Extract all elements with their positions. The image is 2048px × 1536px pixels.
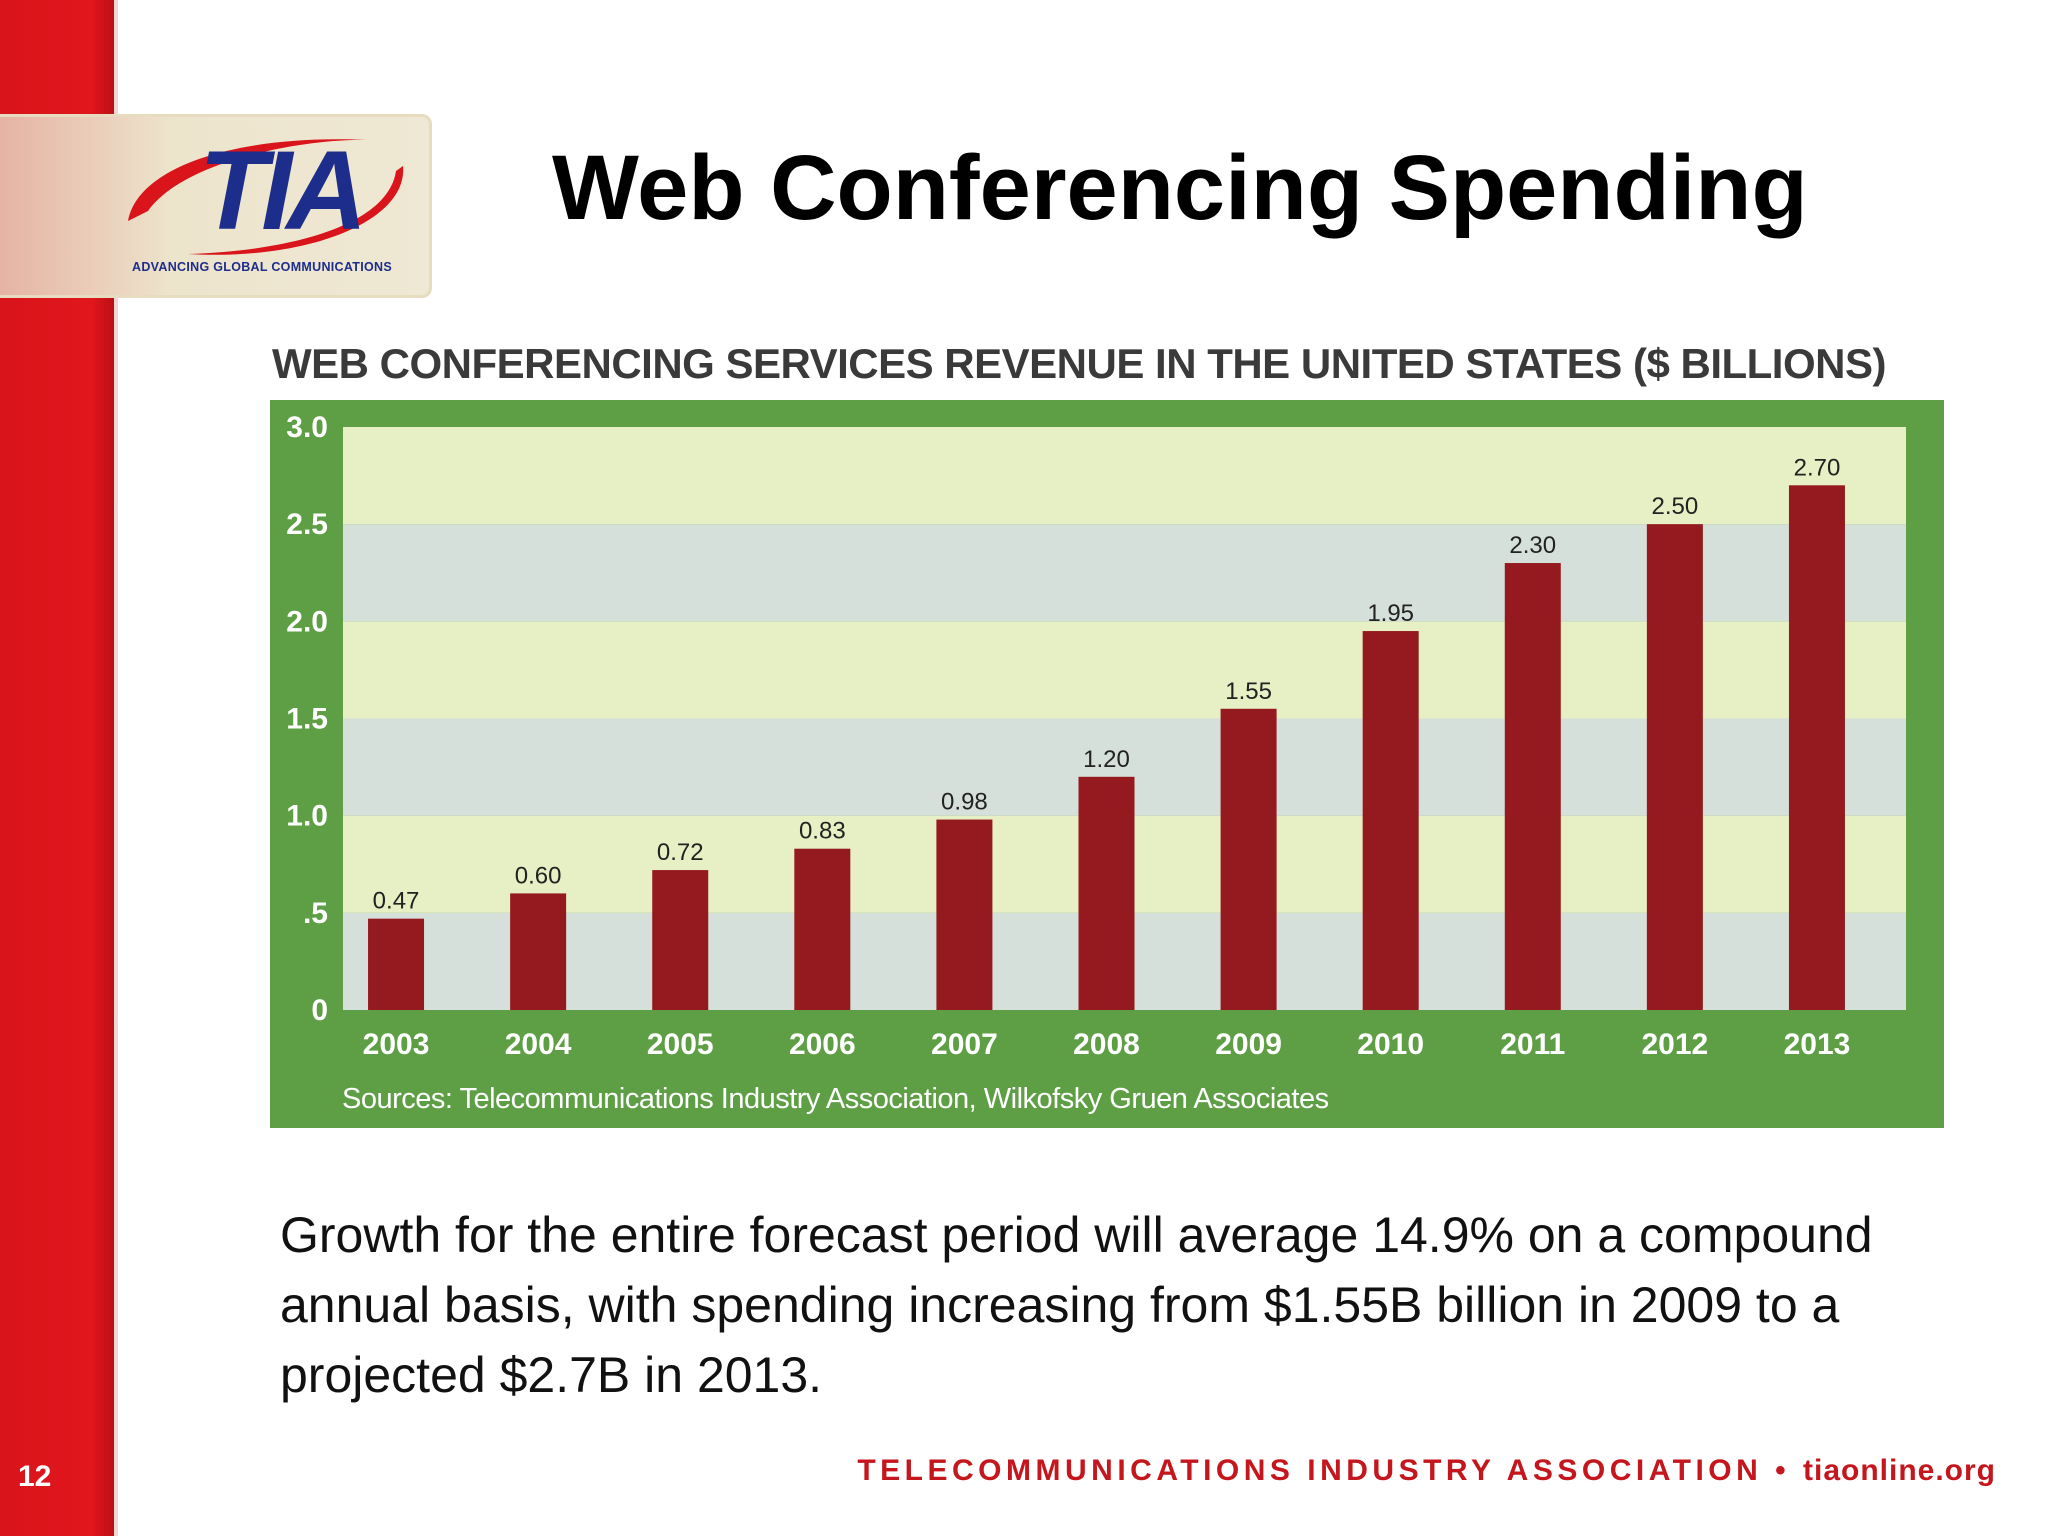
- grid-band: [343, 621, 1906, 719]
- x-tick-label: 2011: [1500, 1028, 1565, 1061]
- bar-value-label: 0.60: [515, 862, 562, 889]
- x-tick-label: 2007: [931, 1028, 998, 1061]
- x-tick-label: 2008: [1073, 1028, 1140, 1061]
- bar-value-label: 0.98: [941, 789, 988, 816]
- grid-band: [343, 427, 1906, 525]
- logo-swoosh-icon: [128, 139, 404, 255]
- bar-value-label: 0.83: [799, 818, 846, 845]
- bar-value-label: 2.30: [1509, 532, 1556, 559]
- bar: [510, 893, 567, 1010]
- body-paragraph: Growth for the entire forecast period wi…: [280, 1207, 1873, 1403]
- logo-tagline: ADVANCING GLOBAL COMMUNICATIONS: [132, 260, 392, 274]
- bar-value-label: 1.55: [1225, 678, 1272, 705]
- bar-value-label: 1.20: [1083, 746, 1130, 773]
- grid-band: [343, 524, 1906, 622]
- footer-brand: TELECOMMUNICATIONS INDUSTRY ASSOCIATION …: [796, 1454, 1996, 1488]
- bar: [1362, 631, 1419, 1010]
- bar-value-label: 0.72: [657, 839, 704, 866]
- footer-org-name: TELECOMMUNICATIONS INDUSTRY ASSOCIATION: [857, 1454, 1763, 1487]
- bar: [652, 870, 709, 1010]
- bar: [794, 848, 851, 1010]
- chart-svg: 0 .5 1.0 1.5 2.0 2.5 3.0 0.47 2003 0.60 2004 0.72 20…: [270, 400, 1944, 1128]
- x-tick-label: 2009: [1215, 1028, 1282, 1061]
- bar: [368, 918, 425, 1010]
- page-title: Web Conferencing Spending: [552, 137, 1808, 239]
- bar: [1078, 776, 1135, 1010]
- bar-value-label: 2.70: [1794, 454, 1841, 481]
- sidebar-edge: [114, 0, 118, 1536]
- slide-number: 12: [18, 1460, 52, 1493]
- x-tick-label: 2006: [789, 1028, 856, 1061]
- y-tick-label: 1.0: [286, 800, 328, 833]
- y-tick-label: 0: [311, 994, 328, 1027]
- bar-value-label: 1.95: [1367, 600, 1414, 627]
- bar-value-label: 0.47: [373, 888, 420, 915]
- bar: [1220, 708, 1277, 1010]
- logo-panel: [0, 114, 432, 298]
- footer-separator: •: [1775, 1454, 1791, 1487]
- bar-chart: 0 .5 1.0 1.5 2.0 2.5 3.0 0.47 2003 0.60 2004 0.72 20…: [270, 400, 1944, 1128]
- y-tick-label: 3.0: [286, 411, 328, 444]
- x-tick-label: 2004: [505, 1028, 572, 1061]
- x-tick-label: 2012: [1641, 1028, 1708, 1061]
- x-tick-label: 2005: [647, 1028, 714, 1061]
- x-tick-label: 2010: [1357, 1028, 1424, 1061]
- chart-title: WEB CONFERENCING SERVICES REVENUE IN THE…: [272, 340, 1886, 387]
- footer-url: tiaonline.org: [1803, 1454, 1996, 1487]
- y-tick-label: .5: [303, 897, 328, 930]
- bar-value-label: 2.50: [1652, 493, 1699, 520]
- bar: [936, 819, 993, 1010]
- logo-wordmark: TIA: [198, 128, 367, 253]
- bar: [1788, 485, 1845, 1010]
- chart-source: Sources: Telecommunications Industry Ass…: [342, 1083, 1329, 1115]
- x-tick-label: 2013: [1784, 1028, 1851, 1061]
- y-tick-label: 1.5: [286, 703, 328, 736]
- x-tick-label: 2003: [363, 1028, 430, 1061]
- y-tick-label: 2.0: [286, 605, 328, 638]
- y-tick-label: 2.5: [286, 508, 328, 541]
- bar: [1646, 524, 1703, 1010]
- bar: [1504, 563, 1561, 1010]
